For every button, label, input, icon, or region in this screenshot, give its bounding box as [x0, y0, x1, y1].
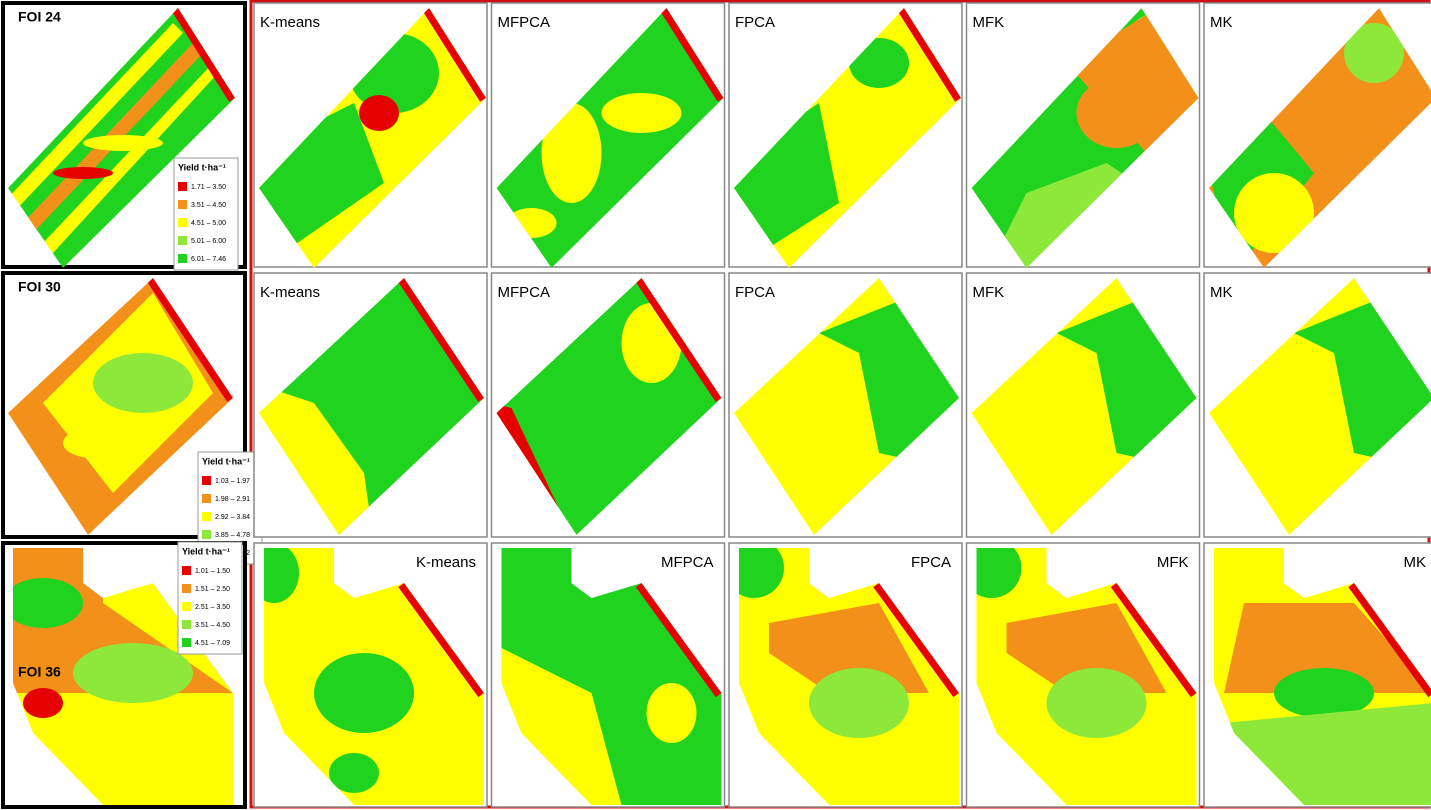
method-panel: MFPCA — [492, 543, 725, 807]
legend-box — [178, 542, 242, 654]
legend-swatch — [178, 236, 187, 245]
method-panel: FPCA — [729, 273, 969, 537]
legend-title: Yield t·ha⁻¹ — [202, 456, 250, 466]
method-panel: MK — [1204, 3, 1431, 273]
method-panel: K-means — [249, 543, 487, 807]
legend-swatch — [178, 182, 187, 191]
legend-label: 1.01 – 1.50 — [195, 568, 230, 575]
method-panel: FPCA — [724, 538, 962, 807]
legend-label: 5.01 – 6.00 — [191, 238, 226, 245]
zone — [83, 135, 163, 151]
legend-swatch — [202, 476, 211, 485]
zone — [314, 653, 414, 733]
zone — [809, 668, 909, 738]
zone — [1047, 668, 1147, 738]
legend-swatch — [182, 584, 191, 593]
legend-label: 6.01 – 7.46 — [191, 256, 226, 263]
method-label: MFK — [1157, 554, 1189, 571]
legend-swatch — [178, 218, 187, 227]
legend: Yield t·ha⁻¹ 1.71 – 3.50 3.51 – 4.50 4.51 –… — [174, 158, 238, 270]
method-label: MK — [1404, 554, 1427, 571]
method-panel: FPCA — [729, 3, 962, 273]
legend-box — [174, 158, 238, 270]
method-label: MFK — [973, 284, 1005, 301]
method-label: MFK — [973, 14, 1005, 31]
method-label: K-means — [260, 284, 320, 301]
legend-label: 3.51 – 4.50 — [195, 622, 230, 629]
method-label: MFPCA — [498, 14, 551, 31]
method-panel: MFPCA — [492, 3, 725, 268]
method-panel: MFPCA — [492, 273, 725, 543]
method-label: MK — [1210, 14, 1233, 31]
legend-label: 1.51 – 2.50 — [195, 586, 230, 593]
legend-label: 1.98 – 2.91 — [215, 496, 250, 503]
zone — [602, 93, 682, 133]
method-label: FPCA — [911, 554, 951, 571]
legend-title: Yield t·ha⁻¹ — [182, 546, 230, 556]
zone — [23, 688, 63, 718]
legend-swatch — [202, 512, 211, 521]
method-panel: MFK — [967, 273, 1207, 537]
zone — [73, 643, 193, 703]
method-panel: MFK — [967, 3, 1207, 273]
field-label: FOI 30 — [18, 279, 61, 295]
method-panel: MK — [1204, 273, 1431, 537]
legend-swatch — [182, 602, 191, 611]
legend-swatch — [182, 620, 191, 629]
zone — [53, 167, 113, 179]
zone — [647, 683, 697, 743]
legend-label: 3.51 – 4.50 — [191, 202, 226, 209]
legend-swatch — [202, 530, 211, 539]
legend-label: 1.03 – 1.97 — [215, 478, 250, 485]
legend-title: Yield t·ha⁻¹ — [178, 162, 226, 172]
legend-swatch — [182, 638, 191, 647]
field-label: FOI 24 — [18, 9, 61, 25]
zone — [93, 353, 193, 413]
legend: Yield t·ha⁻¹ 1.01 – 1.50 1.51 – 2.50 2.51 –… — [178, 542, 242, 654]
legend-swatch — [202, 494, 211, 503]
method-panel: K-means — [254, 273, 487, 543]
method-label: MK — [1210, 284, 1233, 301]
field-label: FOI 36 — [18, 664, 61, 680]
legend-label: 1.71 – 3.50 — [191, 184, 226, 191]
legend-swatch — [178, 200, 187, 209]
method-label: K-means — [416, 554, 476, 571]
method-label: K-means — [260, 14, 320, 31]
legend-swatch — [182, 566, 191, 575]
method-label: FPCA — [735, 284, 775, 301]
legend-label: 4.51 – 7.09 — [195, 640, 230, 647]
zone — [329, 753, 379, 793]
zone — [359, 95, 399, 131]
legend-label: 2.92 – 3.84 — [215, 514, 250, 521]
method-panel: K-means — [254, 3, 487, 273]
method-panel: MK — [1204, 543, 1431, 807]
method-panel: MFK — [962, 538, 1200, 807]
legend-swatch — [178, 254, 187, 263]
zone — [3, 578, 83, 628]
method-label: FPCA — [735, 14, 775, 31]
zone — [63, 428, 123, 458]
legend-label: 3.85 – 4.78 — [215, 532, 250, 539]
method-label: MFPCA — [498, 284, 551, 301]
legend-label: 4.51 – 5.00 — [191, 220, 226, 227]
method-label: MFPCA — [661, 554, 714, 571]
legend-label: 2.51 – 3.50 — [195, 604, 230, 611]
figure: FOI 24 Yield t·ha⁻¹ 1.71 – 3.50 3.51 – 4.50… — [0, 0, 1431, 810]
